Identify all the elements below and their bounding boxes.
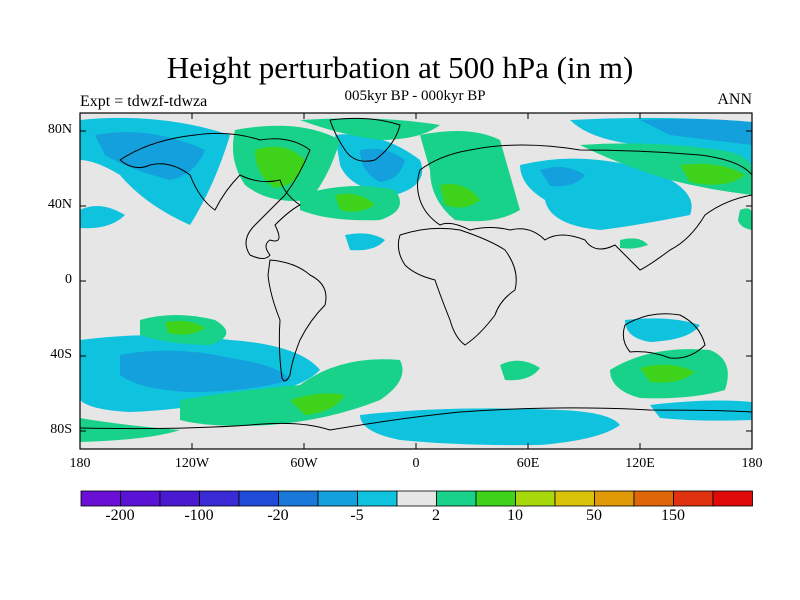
lon-tick-label: 180 <box>741 456 763 471</box>
colorbar-label: -20 <box>267 507 289 524</box>
contour-positive-region <box>620 238 648 249</box>
contour-negative-region <box>625 318 700 342</box>
coastline-north-america <box>119 132 311 259</box>
contour-negative-region <box>80 206 125 229</box>
contour-positive-region <box>180 359 403 426</box>
lon-tick-label: 180 <box>69 456 91 471</box>
experiment-label: Expt = tdwzf-tdwza <box>80 93 208 110</box>
colorbar-label: 2 <box>432 507 440 524</box>
contour-positive-core <box>255 146 305 188</box>
latitude-tick-marks <box>80 130 752 432</box>
lon-tick-label: 0 <box>412 456 420 471</box>
colorbar-label: -5 <box>350 507 364 524</box>
colorbar-label: 50 <box>586 507 602 524</box>
lat-tick-label: 40S <box>50 347 72 362</box>
coastline-eurasia <box>417 144 752 271</box>
longitude-tick-marks <box>79 113 753 449</box>
contour-negative-core <box>540 166 585 187</box>
contour-positive-core <box>290 393 345 415</box>
coastline-south-america <box>267 259 327 382</box>
contour-positive-region <box>738 208 752 230</box>
contour-negative-region <box>345 233 385 251</box>
lon-tick-label: 60E <box>516 456 540 471</box>
lon-tick-label: 120E <box>625 456 655 471</box>
season-label: ANN <box>717 91 752 108</box>
contour-positive-core <box>680 163 745 185</box>
colorbar-label: 150 <box>661 507 685 524</box>
lat-tick-label: 80S <box>50 422 72 437</box>
colorbar-label: 10 <box>507 507 523 524</box>
contour-positive-core <box>640 364 695 383</box>
contour-negative-region <box>360 408 620 446</box>
lat-tick-label: 40N <box>47 197 72 212</box>
contour-positive-core <box>335 193 375 212</box>
coastline-greenland <box>329 117 401 162</box>
contour-negative-core <box>360 148 405 182</box>
coastline-layer <box>80 117 752 431</box>
coastline-antarctica <box>80 407 752 431</box>
chart-subtitle: 005kyr BP - 000kyr BP <box>344 88 486 104</box>
coastline-africa <box>397 227 517 346</box>
contour-positive-region <box>500 360 540 381</box>
colorbar-label: -100 <box>184 507 214 524</box>
contour-positive-core <box>440 184 480 208</box>
contour-fill-layer <box>80 117 752 446</box>
lon-tick-label: 120W <box>174 456 210 471</box>
lat-tick-label: 80N <box>47 122 72 137</box>
contour-positive-core <box>165 320 205 335</box>
contour-negative-core <box>120 350 290 392</box>
coastline-australia <box>622 313 706 359</box>
chart-title: Height perturbation at 500 hPa (in m) <box>166 50 634 85</box>
colorbar-label: -200 <box>105 507 135 524</box>
lon-tick-label: 60W <box>290 456 318 471</box>
contour-positive-region <box>300 118 440 140</box>
contour-positive-region <box>80 418 180 442</box>
contour-negative-core <box>640 118 752 145</box>
lat-tick-label: 0 <box>65 272 72 287</box>
